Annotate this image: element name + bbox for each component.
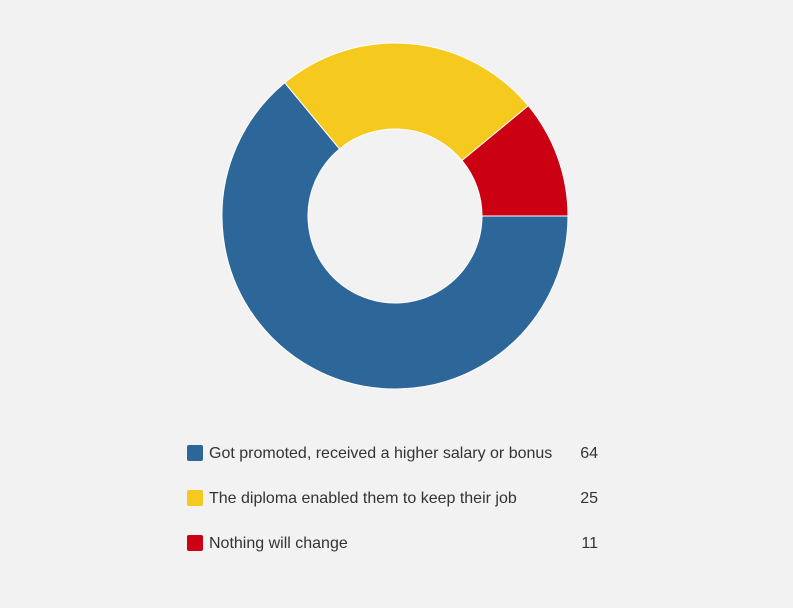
legend-value-no-change: 11 xyxy=(581,535,598,552)
legend-item-no-change[interactable]: Nothing will change 11 xyxy=(187,526,607,562)
legend-swatch-kept-job xyxy=(187,490,203,506)
legend-value-kept-job: 25 xyxy=(580,490,598,507)
legend-label-kept-job: The diploma enabled them to keep their j… xyxy=(209,490,517,507)
legend-label-promoted: Got promoted, received a higher salary o… xyxy=(209,445,553,462)
legend-swatch-promoted xyxy=(187,445,203,461)
donut-slice-kept-job[interactable] xyxy=(284,42,530,162)
legend-item-promoted[interactable]: Got promoted, received a higher salary o… xyxy=(187,436,607,472)
legend-item-kept-job[interactable]: The diploma enabled them to keep their j… xyxy=(187,481,607,517)
donut-slice-promoted[interactable] xyxy=(221,81,569,390)
donut-chart xyxy=(221,42,569,390)
legend-value-promoted: 64 xyxy=(580,445,598,462)
legend-swatch-no-change xyxy=(187,535,203,551)
donut-slices xyxy=(221,42,569,390)
legend-label-no-change: Nothing will change xyxy=(209,535,348,552)
donut-slice-no-change[interactable] xyxy=(461,105,569,217)
chart-legend: Got promoted, received a higher salary o… xyxy=(187,436,607,571)
